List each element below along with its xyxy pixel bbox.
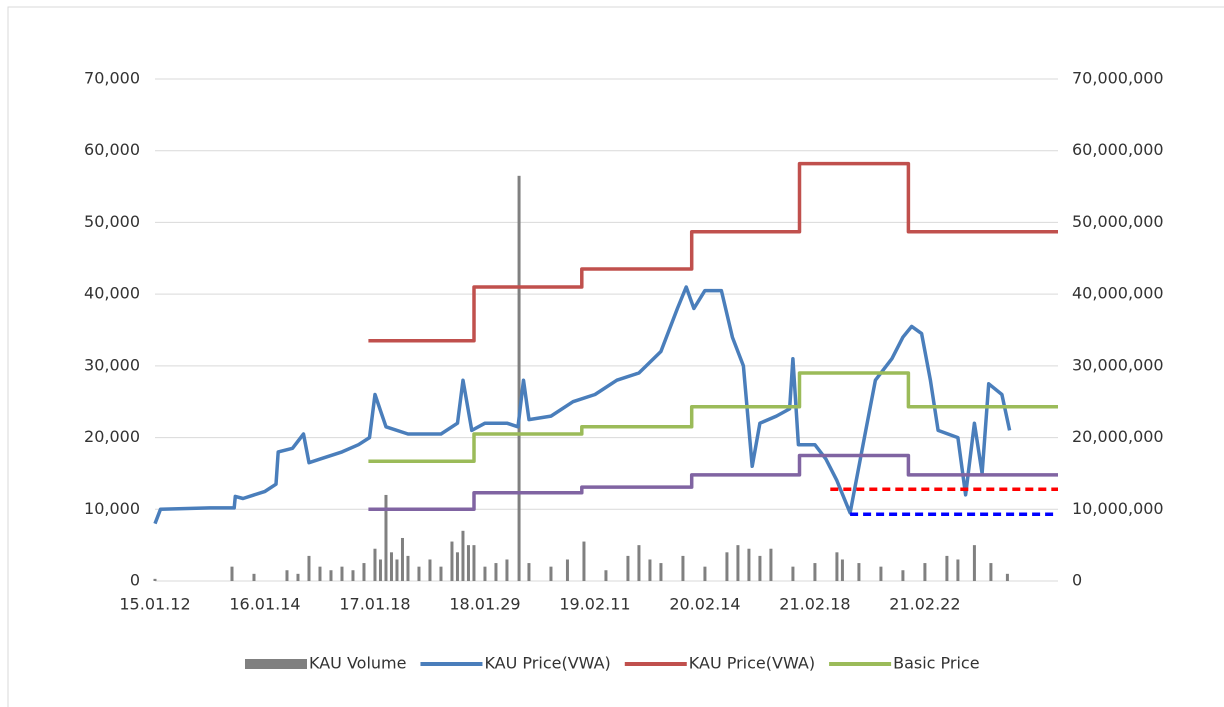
volume-bar [373,548,377,581]
volume-bar [450,541,454,581]
x-tick-label: 18.01.29 [449,595,520,614]
volume-bar [307,555,311,581]
volume-bar [494,563,498,581]
volume-bar [725,552,729,581]
y2-tick-label: 20,000,000 [1072,427,1164,446]
volume-bar [400,537,404,581]
volume-bar [659,563,663,581]
y-tick-label: 40,000 [84,284,140,303]
volume-bar [923,563,927,581]
series-line [368,453,1058,512]
x-tick-label: 16.01.14 [229,595,300,614]
volume-bar [505,559,509,581]
volume-bar [857,563,861,581]
y2-tick-label: 0 [1072,571,1082,590]
chart-frame [7,6,1224,707]
legend-label: Basic Price [893,654,979,673]
legend-label: KAU Volume [309,654,406,673]
series-line [368,161,1058,343]
volume-bar [879,566,883,581]
volume-bar [626,555,630,581]
volume-bar [384,494,388,581]
volume-bar [565,559,569,581]
volume-bar [972,545,976,581]
x-tick-label: 19.02.11 [559,595,630,614]
y-tick-label: 10,000 [84,499,140,518]
volume-bar [461,530,465,581]
volume-bar [527,563,531,581]
legend-label: KAU Price(VWA) [484,654,610,673]
y2-tick-label: 50,000,000 [1072,212,1164,231]
volume-bar [362,563,366,581]
volume-bar [439,566,443,581]
volume-bar [252,573,256,581]
volume-bar [378,559,382,581]
volume-bar [758,555,762,581]
legend-swatch [245,659,307,669]
volume-bar [637,545,641,581]
volume-bar [406,555,410,581]
y-tick-label: 60,000 [84,140,140,159]
y-tick-label: 20,000 [84,427,140,446]
y-tick-label: 0 [130,571,140,590]
y2-tick-label: 10,000,000 [1072,499,1164,518]
y2-tick-label: 70,000,000 [1072,69,1164,88]
volume-bar [791,566,795,581]
volume-bar [736,545,740,581]
x-tick-label: 17.01.18 [339,595,410,614]
volume-bar [956,559,960,581]
volume-bar [747,548,751,581]
x-tick-label: 20.02.14 [669,595,740,614]
volume-bar [472,545,476,581]
volume-bar [351,570,355,581]
y2-tick-label: 40,000,000 [1072,284,1164,303]
volume-bar [318,566,322,581]
volume-bar [945,555,949,581]
volume-bar [153,578,157,581]
volume-bar [835,552,839,581]
volume-bar [681,555,685,581]
volume-bar [417,566,421,581]
x-tick-label: 21.02.22 [889,595,960,614]
x-tick-label: 21.02.18 [779,595,850,614]
volume-bar [840,559,844,581]
volume-bar [296,573,300,581]
volume-bar [582,541,586,581]
y2-tick-label: 60,000,000 [1072,140,1164,159]
volume-bar [989,563,993,581]
volume-bar [549,566,553,581]
volume-bar [428,559,432,581]
legend-label: KAU Price(VWA) [689,654,815,673]
volume-bar [389,552,393,581]
volume-bar [517,175,521,582]
y-tick-label: 30,000 [84,355,140,374]
volume-bar [230,566,234,581]
volume-bar [901,570,905,581]
volume-bar [340,566,344,581]
volume-bar [604,570,608,581]
volume-bar [648,559,652,581]
volume-bar [466,545,470,581]
volume-bar [395,559,399,581]
volume-bar [483,566,487,581]
volume-bar [285,570,289,581]
x-tick-label: 15.01.12 [119,595,190,614]
series-line [368,371,1058,463]
volume-bar [1005,573,1009,581]
y2-tick-label: 30,000,000 [1072,355,1164,374]
y-tick-label: 50,000 [84,212,140,231]
volume-bar [703,566,707,581]
volume-bar [455,552,459,581]
y-tick-label: 70,000 [84,69,140,88]
series-line [153,285,1012,525]
volume-bar [329,570,333,581]
volume-bar [813,563,817,581]
volume-bar [769,548,773,581]
